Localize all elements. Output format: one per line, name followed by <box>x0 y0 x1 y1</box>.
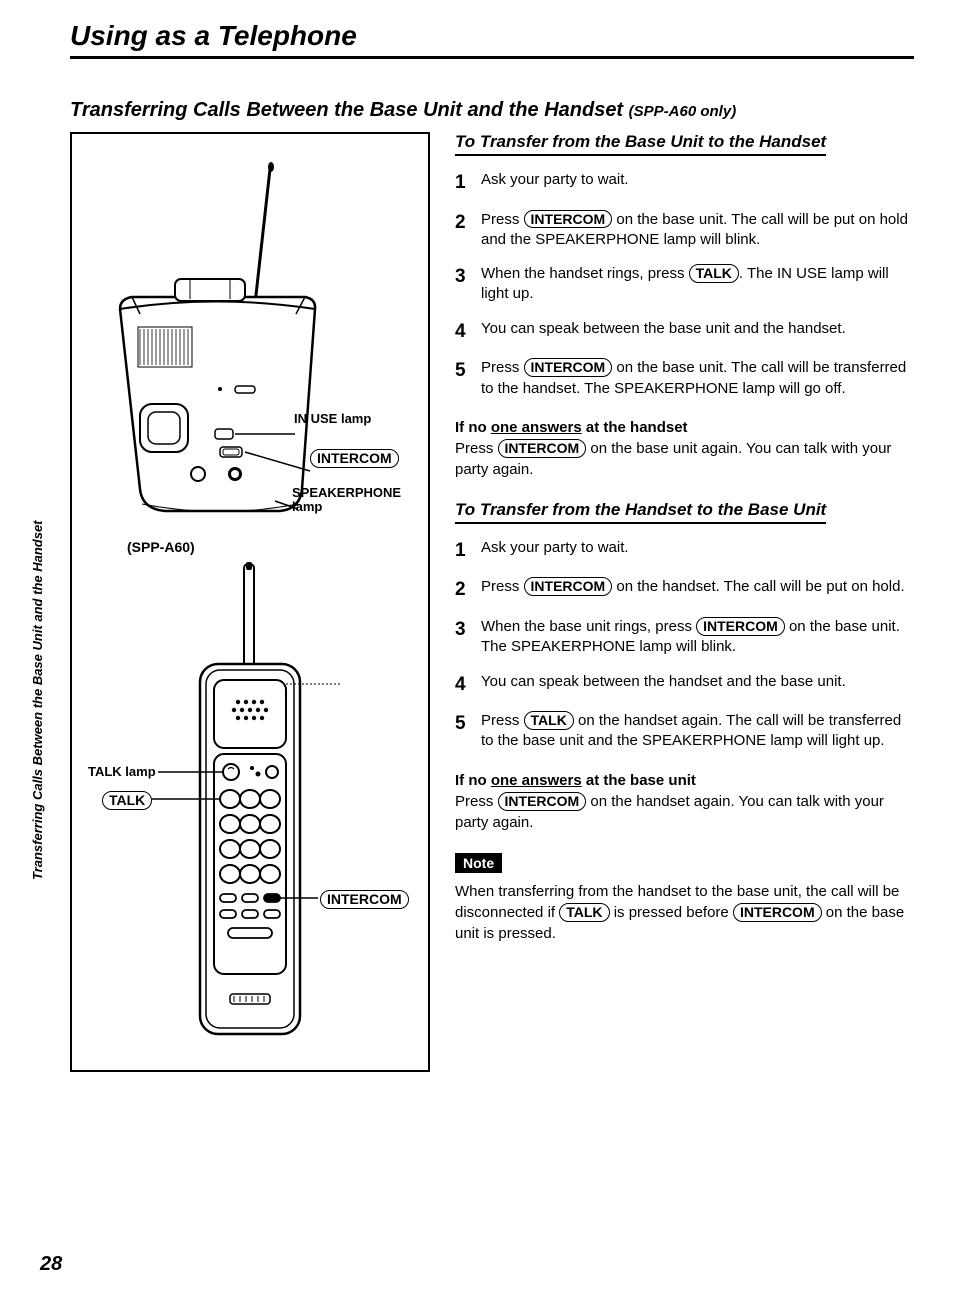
subheading-handset-to-base: To Transfer from the Handset to the Base… <box>455 500 826 524</box>
step-text: You can speak between the base unit and … <box>481 319 914 345</box>
step-number: 2 <box>455 210 481 251</box>
subheading-base-to-handset: To Transfer from the Base Unit to the Ha… <box>455 132 826 156</box>
base-unit-illustration <box>80 149 420 539</box>
step-text: Press TALK on the handset again. The cal… <box>481 711 914 752</box>
note-tag: Note <box>455 853 502 873</box>
section-title: Transferring Calls Between the Base Unit… <box>70 99 914 122</box>
label-talk-lamp: TALK lamp <box>88 764 156 779</box>
section-title-main: Transferring Calls Between the Base Unit… <box>70 99 623 121</box>
label-in-use-lamp: IN USE lamp <box>294 411 371 426</box>
label-speakerphone-lamp: SPEAKERPHONE lamp <box>292 486 428 515</box>
step-text: Ask your party to wait. <box>481 170 914 196</box>
step-text: Press INTERCOM on the handset. The call … <box>481 577 914 603</box>
label-intercom-handset: INTERCOM <box>320 890 409 909</box>
note-text: When transferring from the handset to th… <box>455 881 914 944</box>
model-label: (SPP-A60) <box>127 539 195 555</box>
section-title-sub: (SPP-A60 only) <box>629 103 737 120</box>
page-title: Using as a Telephone <box>70 20 914 59</box>
step-number: 5 <box>455 711 481 752</box>
if-no-answer-handset: If no one answers at the handset Press I… <box>455 417 914 480</box>
side-vertical-label: Transferring Calls Between the Base Unit… <box>30 520 45 880</box>
diagram-panel: IN USE lamp INTERCOM SPEAKERPHONE lamp (… <box>70 132 430 1072</box>
step-number: 4 <box>455 672 481 698</box>
step-number: 3 <box>455 264 481 305</box>
step-text: Press INTERCOM on the base unit. The cal… <box>481 210 914 251</box>
steps-handset-to-base: 1Ask your party to wait. 2Press INTERCOM… <box>455 538 914 752</box>
steps-base-to-handset: 1Ask your party to wait. 2Press INTERCOM… <box>455 170 914 399</box>
label-intercom-base: INTERCOM <box>310 449 399 468</box>
label-talk-button: TALK <box>102 791 152 810</box>
step-number: 2 <box>455 577 481 603</box>
step-number: 1 <box>455 538 481 564</box>
step-number: 3 <box>455 617 481 658</box>
step-number: 5 <box>455 358 481 399</box>
step-text: When the handset rings, press TALK. The … <box>481 264 914 305</box>
step-number: 4 <box>455 319 481 345</box>
step-text: Press INTERCOM on the base unit. The cal… <box>481 358 914 399</box>
step-text: You can speak between the handset and th… <box>481 672 914 698</box>
page-number: 28 <box>40 1253 62 1276</box>
if-no-answer-base: If no one answers at the base unit Press… <box>455 770 914 833</box>
step-number: 1 <box>455 170 481 196</box>
instructions-column: To Transfer from the Base Unit to the Ha… <box>455 132 914 1072</box>
step-text: When the base unit rings, press INTERCOM… <box>481 617 914 658</box>
step-text: Ask your party to wait. <box>481 538 914 564</box>
